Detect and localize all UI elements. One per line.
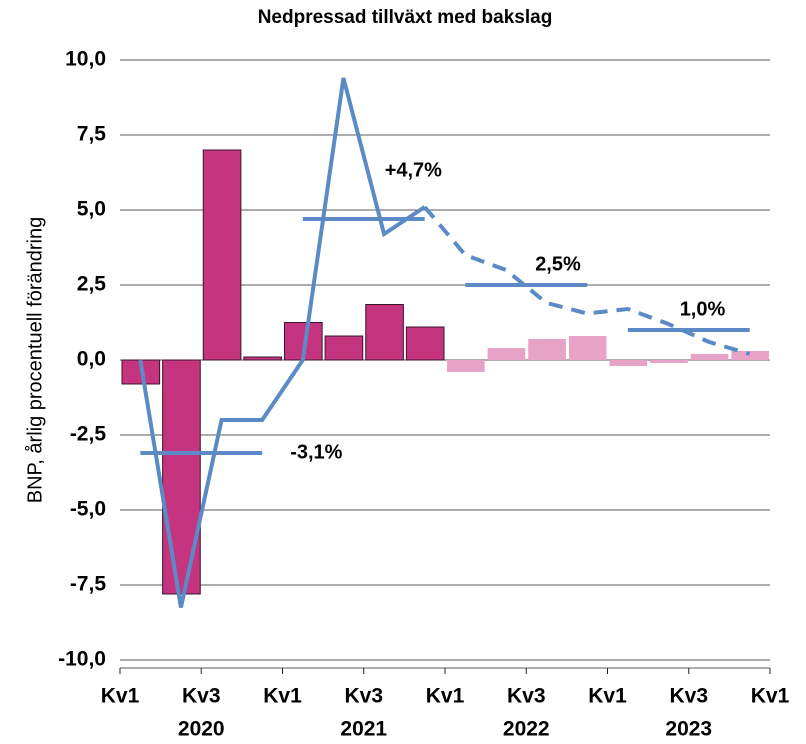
line-series bbox=[138, 77, 426, 608]
y-tick-label: -2,5 bbox=[70, 423, 107, 446]
year-label: 2021 bbox=[340, 718, 387, 741]
bar bbox=[405, 326, 445, 361]
bar bbox=[243, 356, 282, 361]
x-tick-label: Kv1 bbox=[588, 685, 627, 708]
y-tick-label: 7,5 bbox=[77, 123, 107, 146]
y-tick-label: -5,0 bbox=[70, 498, 106, 521]
bar bbox=[528, 339, 566, 360]
annual-label: 1,0% bbox=[680, 298, 726, 320]
y-tick-label: 10,0 bbox=[65, 48, 106, 71]
x-tick-label: Kv1 bbox=[751, 685, 790, 708]
y-tick-label: 2,5 bbox=[77, 273, 107, 296]
x-tick-label: Kv1 bbox=[101, 685, 140, 708]
x-tick-label: Kv3 bbox=[344, 685, 383, 708]
annual-label: +4,7% bbox=[385, 159, 442, 181]
x-tick-label: Kv1 bbox=[426, 685, 465, 708]
bar bbox=[568, 336, 607, 360]
year-label: 2022 bbox=[503, 718, 550, 741]
bar bbox=[487, 348, 526, 360]
annual-label: 2,5% bbox=[535, 253, 581, 275]
bar bbox=[162, 359, 201, 595]
bar bbox=[650, 360, 688, 363]
bar bbox=[609, 360, 648, 366]
bar bbox=[324, 335, 364, 361]
y-tick-label: -7,5 bbox=[70, 573, 107, 596]
y-tick-label: 5,0 bbox=[77, 198, 106, 221]
y-tick-label: 0,0 bbox=[77, 348, 106, 371]
x-tick-label: Kv3 bbox=[182, 685, 221, 708]
bar bbox=[447, 360, 485, 372]
bar bbox=[731, 351, 769, 360]
x-tick-label: Kv3 bbox=[669, 685, 708, 708]
annual-label: -3,1% bbox=[290, 441, 342, 463]
x-tick-label: Kv1 bbox=[263, 685, 302, 708]
line-series bbox=[423, 205, 751, 356]
chart-title: Nedpressad tillväxt med bakslag bbox=[258, 7, 553, 28]
bar bbox=[365, 304, 404, 361]
year-label: 2020 bbox=[178, 718, 225, 741]
x-tick-label: Kv3 bbox=[507, 685, 546, 708]
y-axis-label: BNP, årlig procentuell förändring bbox=[24, 217, 46, 503]
bar bbox=[690, 354, 729, 360]
y-tick-label: -10,0 bbox=[58, 648, 106, 671]
bar bbox=[202, 149, 242, 361]
year-label: 2023 bbox=[665, 718, 712, 741]
